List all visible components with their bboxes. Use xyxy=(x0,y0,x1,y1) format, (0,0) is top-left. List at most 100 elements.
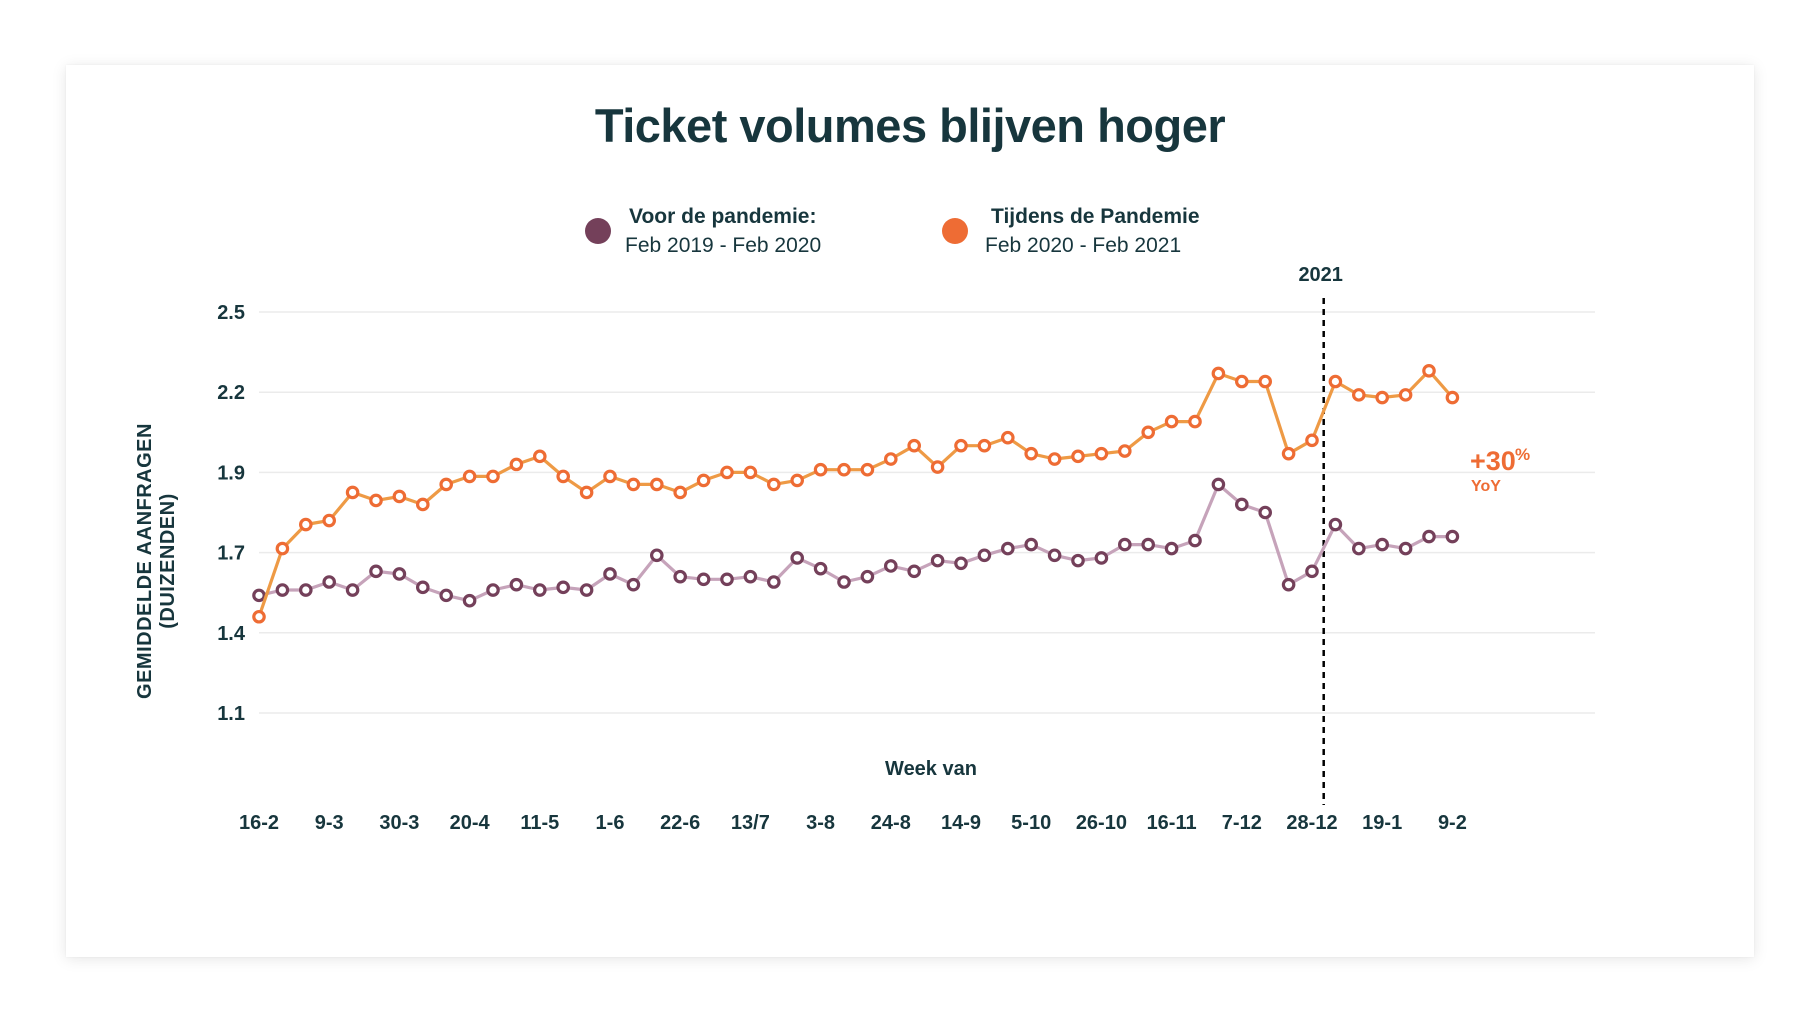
data-point xyxy=(462,469,477,484)
data-point xyxy=(907,438,921,453)
x-tick-label: 11-5 xyxy=(520,812,559,834)
x-tick-label: 28-12 xyxy=(1286,812,1337,834)
data-point xyxy=(1328,517,1343,532)
data-point xyxy=(649,548,664,563)
data-point xyxy=(1375,390,1389,405)
data-point xyxy=(720,572,734,587)
year-marker: 2021 xyxy=(1298,264,1343,805)
data-point xyxy=(275,541,290,556)
data-point xyxy=(1094,551,1109,565)
data-point xyxy=(462,593,477,608)
data-point xyxy=(1024,446,1038,461)
data-point xyxy=(603,469,617,484)
y-tick-label: 1.4 xyxy=(217,623,246,645)
y-tick-labels: 2.5 2.2 1.9 1.7 1.4 1.1 xyxy=(217,302,246,725)
data-point xyxy=(1094,446,1109,461)
yoy-percent: +30 xyxy=(1470,446,1516,476)
data-point xyxy=(673,569,687,584)
data-point xyxy=(626,577,641,592)
data-point xyxy=(252,588,266,603)
data-point xyxy=(1305,564,1319,579)
data-point xyxy=(1398,388,1413,402)
data-point xyxy=(298,583,313,597)
data-point xyxy=(509,577,524,592)
data-point xyxy=(298,517,313,532)
data-point xyxy=(345,485,360,500)
data-point xyxy=(1118,537,1132,552)
yoy-percent-sign: % xyxy=(1515,445,1530,464)
data-point xyxy=(486,469,500,484)
data-point xyxy=(1281,577,1296,592)
data-point xyxy=(439,477,453,492)
x-tick-label: 24-8 xyxy=(871,812,911,834)
legend-dot-icon xyxy=(585,218,611,244)
data-point xyxy=(415,580,430,595)
data-point xyxy=(1141,425,1155,440)
data-point xyxy=(766,575,781,589)
data-point xyxy=(1164,541,1179,556)
legend-series-range: Feb 2019 - Feb 2020 xyxy=(625,234,822,257)
data-point xyxy=(1398,541,1413,556)
data-point xyxy=(556,580,570,595)
data-point xyxy=(275,583,290,597)
data-point xyxy=(1000,541,1015,556)
data-point xyxy=(696,473,711,488)
data-point xyxy=(954,438,968,453)
data-point xyxy=(392,489,407,504)
data-point xyxy=(954,556,968,571)
data-point xyxy=(532,449,547,464)
x-tick-label: 20-4 xyxy=(450,812,491,834)
data-point xyxy=(1328,374,1343,389)
chart-card xyxy=(66,65,1754,957)
data-point xyxy=(743,569,758,584)
data-point xyxy=(1445,390,1460,405)
data-point xyxy=(369,564,383,579)
series-line xyxy=(258,482,1453,603)
data-point xyxy=(1235,374,1249,389)
x-tick-label: 30-3 xyxy=(379,812,419,834)
data-point xyxy=(579,583,594,597)
legend-series-name: Voor de pandemie: xyxy=(629,205,817,228)
data-point xyxy=(1141,537,1155,552)
data-point xyxy=(486,583,500,597)
data-point xyxy=(1422,364,1436,378)
data-point xyxy=(766,477,781,492)
data-point xyxy=(1375,537,1389,552)
yoy-label: YoY xyxy=(1471,478,1501,495)
year-marker-label: 2021 xyxy=(1298,264,1343,286)
x-tick-label: 26-10 xyxy=(1076,812,1127,834)
data-point xyxy=(883,559,898,573)
data-point xyxy=(1211,366,1226,381)
data-point xyxy=(907,564,921,579)
data-point xyxy=(1422,529,1436,544)
x-tick-label: 1-6 xyxy=(596,812,625,834)
series-group xyxy=(252,364,1460,624)
legend-series-name: Tijdens de Pandemie xyxy=(991,205,1200,228)
data-point xyxy=(532,583,547,597)
data-point xyxy=(813,561,828,576)
data-point xyxy=(556,469,570,484)
legend-series-range: Feb 2020 - Feb 2021 xyxy=(985,234,1182,257)
data-point xyxy=(1305,433,1319,448)
data-point xyxy=(1024,537,1038,552)
x-tick-label: 7-12 xyxy=(1222,812,1262,834)
data-point xyxy=(1071,449,1085,464)
data-point xyxy=(1000,430,1015,445)
data-point xyxy=(790,473,804,488)
x-tick-label: 13/7 xyxy=(731,812,770,834)
data-point xyxy=(509,457,524,472)
data-point xyxy=(392,567,407,581)
y-axis-title-unit: (DUIZENDEN) xyxy=(157,493,179,629)
data-point xyxy=(696,572,711,587)
data-point xyxy=(369,493,383,508)
data-point xyxy=(930,460,945,474)
x-tick-label: 19-1 xyxy=(1362,812,1402,834)
data-point xyxy=(813,462,828,477)
data-point xyxy=(860,569,875,584)
x-tick-label: 5-10 xyxy=(1011,812,1051,834)
series-pandemic xyxy=(252,364,1460,624)
data-point xyxy=(1281,446,1296,461)
data-point xyxy=(1047,548,1062,563)
data-point xyxy=(1188,533,1202,548)
x-tick-labels: 16-2 9-3 30-3 20-4 11-5 1-6 22-6 13/7 3-8 24-8 14-… xyxy=(239,812,1467,834)
